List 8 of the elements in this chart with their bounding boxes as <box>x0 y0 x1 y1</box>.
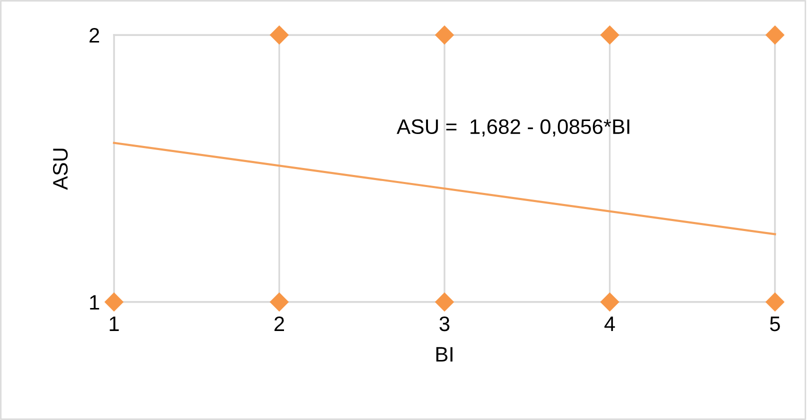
annotation: ASU = 1,682 - 0,0856*BI <box>396 119 630 137</box>
x-tick-label: 4 <box>604 316 615 331</box>
x-tick-label: 3 <box>440 316 450 332</box>
x-axis-title: BI <box>436 347 452 362</box>
x-tick-label: 1 <box>110 316 119 331</box>
x-tick-label: 5 <box>770 316 780 332</box>
y-axis-title: ASU <box>52 148 68 190</box>
x-tick-label: 2 <box>274 316 284 331</box>
